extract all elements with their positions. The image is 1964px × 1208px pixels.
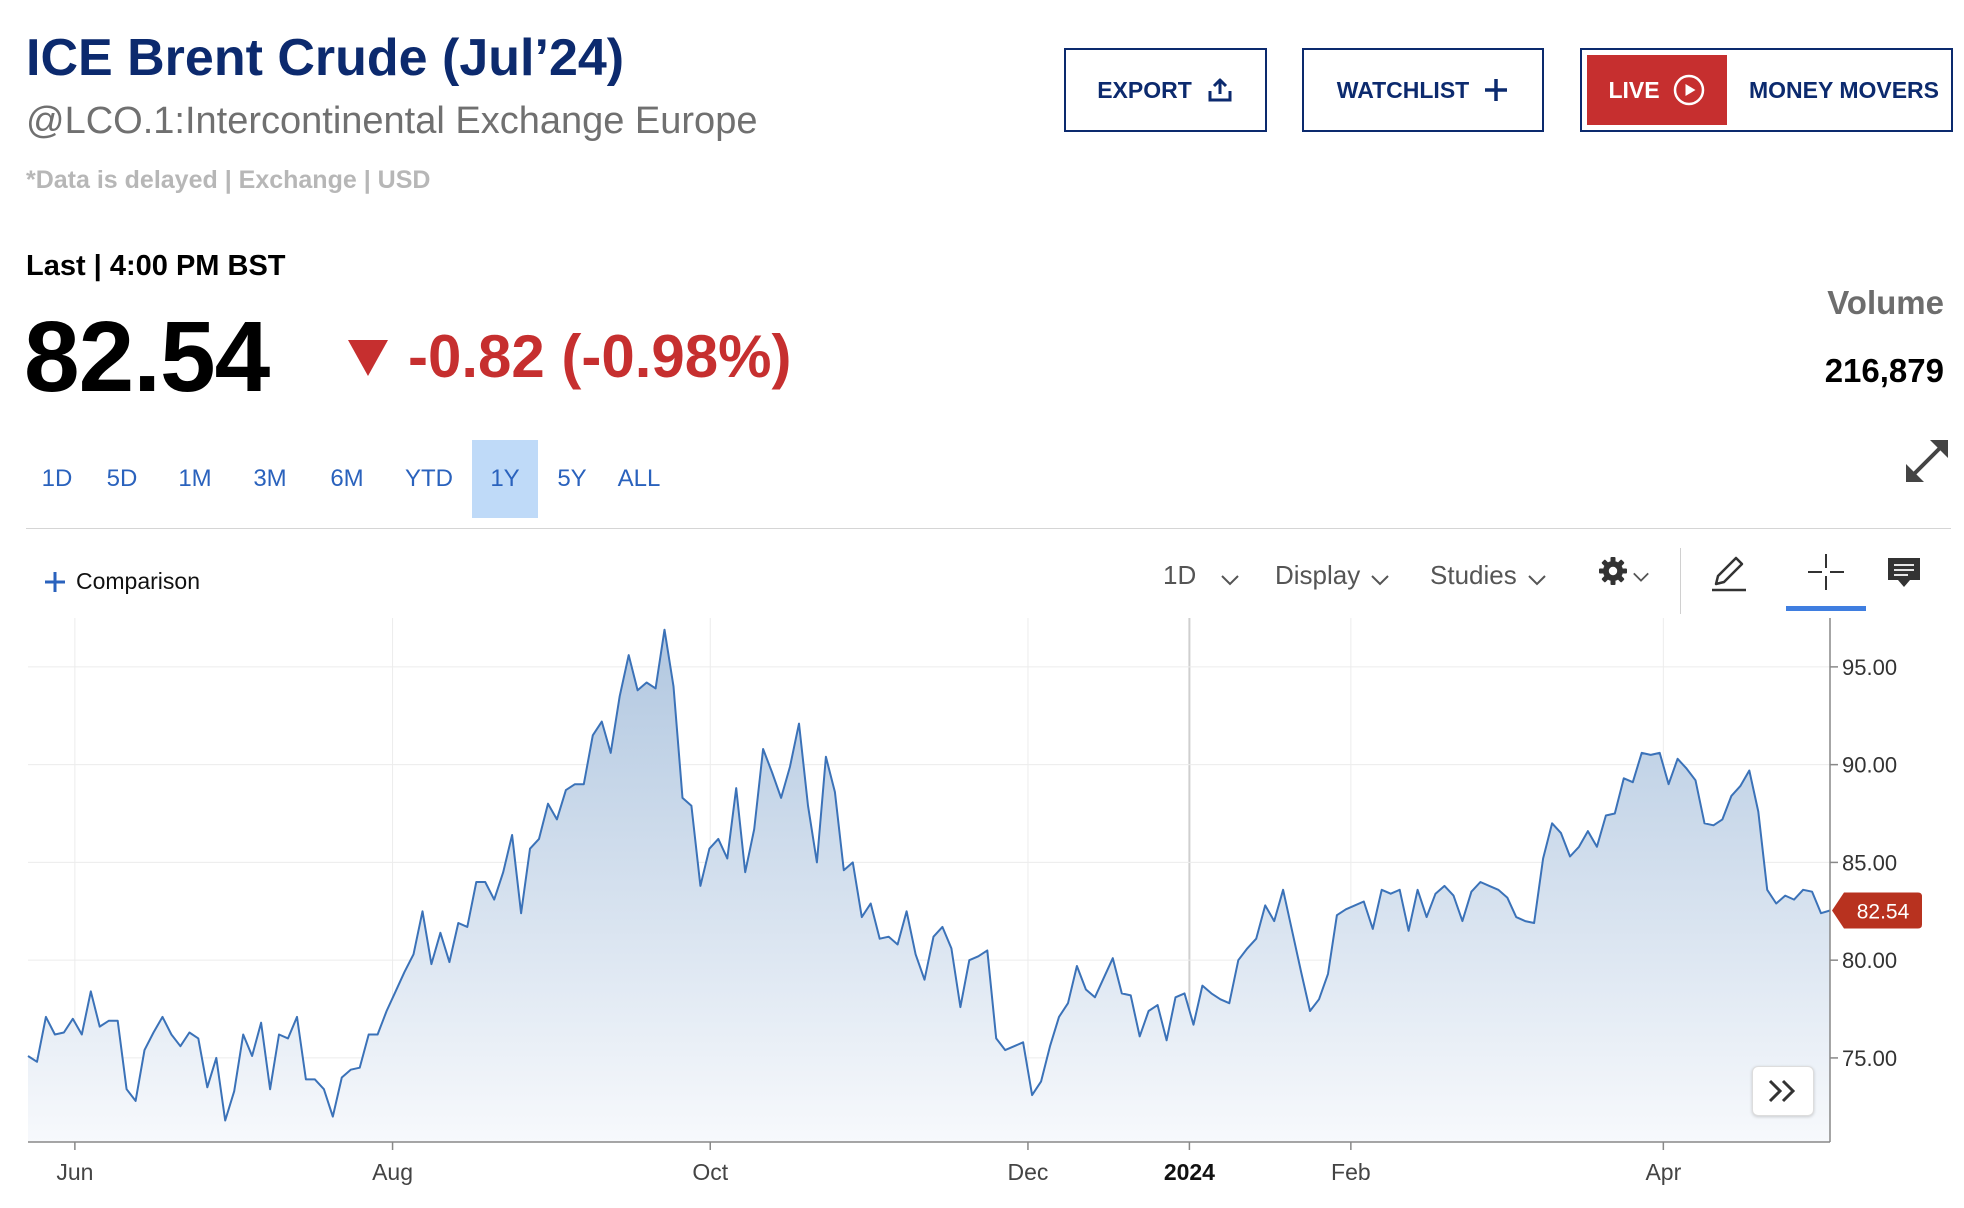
range-1m[interactable]: 1M bbox=[178, 465, 212, 492]
y-tick-label: 90.00 bbox=[1842, 753, 1897, 778]
export-label: EXPORT bbox=[1097, 76, 1192, 103]
time-range-selector: 1D 5D 1M 3M 6M YTD 1Y 5Y ALL bbox=[28, 440, 672, 518]
x-tick-label: Oct bbox=[692, 1159, 728, 1185]
y-tick-label: 75.00 bbox=[1842, 1046, 1897, 1071]
plus-icon bbox=[45, 571, 65, 592]
range-1y[interactable]: 1Y bbox=[472, 440, 538, 518]
export-button[interactable]: EXPORT bbox=[1064, 48, 1267, 132]
interval-dropdown[interactable]: 1D bbox=[1163, 560, 1240, 591]
price-chart[interactable]: Jun Aug Oct Dec 2024 Feb Apr 95.00 90.00 85.00 80.… bbox=[0, 610, 1964, 1208]
chevron-down-icon bbox=[1633, 572, 1649, 582]
expand-icon[interactable] bbox=[1902, 436, 1952, 486]
last-price: 82.54 bbox=[24, 301, 270, 413]
range-3m[interactable]: 3M bbox=[253, 465, 287, 492]
double-chevron-right-icon bbox=[1768, 1079, 1796, 1103]
range-6m[interactable]: 6M bbox=[330, 465, 364, 492]
studies-dropdown[interactable]: Studies bbox=[1430, 560, 1547, 591]
y-tick-label: 95.00 bbox=[1842, 655, 1897, 680]
x-tick-label: Feb bbox=[1331, 1159, 1371, 1185]
range-5y[interactable]: 5Y bbox=[557, 465, 587, 492]
x-tick-label: 2024 bbox=[1164, 1159, 1215, 1185]
chevron-down-icon bbox=[1528, 574, 1546, 585]
watchlist-label: WATCHLIST bbox=[1336, 76, 1470, 103]
chevron-down-icon bbox=[1221, 574, 1239, 585]
display-dropdown[interactable]: Display bbox=[1275, 560, 1390, 591]
y-tick-label: 80.00 bbox=[1842, 948, 1897, 973]
range-1d[interactable]: 1D bbox=[41, 465, 73, 492]
price-line bbox=[27, 628, 1831, 1122]
live-label: LIVE bbox=[1608, 76, 1660, 103]
comment-icon[interactable] bbox=[1886, 556, 1922, 590]
display-label: Display bbox=[1275, 560, 1361, 590]
upload-icon bbox=[1208, 78, 1232, 102]
interval-label: 1D bbox=[1163, 560, 1197, 590]
studies-label: Studies bbox=[1430, 560, 1517, 590]
gear-icon bbox=[1599, 557, 1627, 585]
x-tick-label: Apr bbox=[1645, 1159, 1681, 1185]
down-triangle-icon bbox=[348, 340, 388, 376]
last-value-marker bbox=[1832, 892, 1922, 929]
play-circle-icon bbox=[1673, 74, 1704, 106]
pencil-icon[interactable] bbox=[1708, 552, 1750, 594]
last-value-label: 82.54 bbox=[1857, 901, 1910, 924]
instrument-subtitle: @LCO.1:Intercontinental Exchange Europe bbox=[26, 100, 758, 142]
toolbar-separator bbox=[1680, 548, 1681, 614]
money-movers-live-button[interactable]: LIVE MONEY MOVERS bbox=[1580, 48, 1953, 132]
plus-icon bbox=[1485, 79, 1508, 101]
x-tick-label: Dec bbox=[1008, 1159, 1049, 1185]
watchlist-button[interactable]: WATCHLIST bbox=[1302, 48, 1544, 132]
volume-label: Volume bbox=[1827, 284, 1944, 321]
data-delay-note: *Data is delayed | Exchange | USD bbox=[26, 166, 431, 194]
live-tag: LIVE bbox=[1587, 55, 1727, 125]
crosshair-active-indicator bbox=[1786, 606, 1866, 611]
range-5d[interactable]: 5D bbox=[106, 465, 138, 492]
add-comparison-button[interactable]: Comparison bbox=[44, 568, 200, 595]
money-movers-label: MONEY MOVERS bbox=[1749, 76, 1939, 103]
range-ytd[interactable]: YTD bbox=[405, 465, 453, 492]
price-area-fill bbox=[28, 629, 1830, 1142]
range-all[interactable]: ALL bbox=[617, 465, 661, 492]
chevron-down-icon bbox=[1371, 574, 1389, 585]
y-tick-label: 85.00 bbox=[1842, 850, 1897, 875]
scroll-to-latest-button[interactable] bbox=[1752, 1066, 1814, 1116]
instrument-title: ICE Brent Crude (Jul’24) bbox=[26, 29, 625, 87]
last-trade-label: Last | 4:00 PM BST bbox=[26, 250, 286, 282]
range-divider bbox=[26, 528, 1951, 529]
settings-dropdown[interactable] bbox=[1598, 556, 1650, 586]
price-change: -0.82 (-0.98%) bbox=[408, 323, 792, 390]
volume-value: 216,879 bbox=[1824, 352, 1944, 389]
crosshair-icon[interactable] bbox=[1806, 552, 1846, 592]
x-tick-label: Aug bbox=[372, 1159, 413, 1185]
comparison-label: Comparison bbox=[76, 568, 200, 594]
x-tick-label: Jun bbox=[56, 1159, 93, 1185]
